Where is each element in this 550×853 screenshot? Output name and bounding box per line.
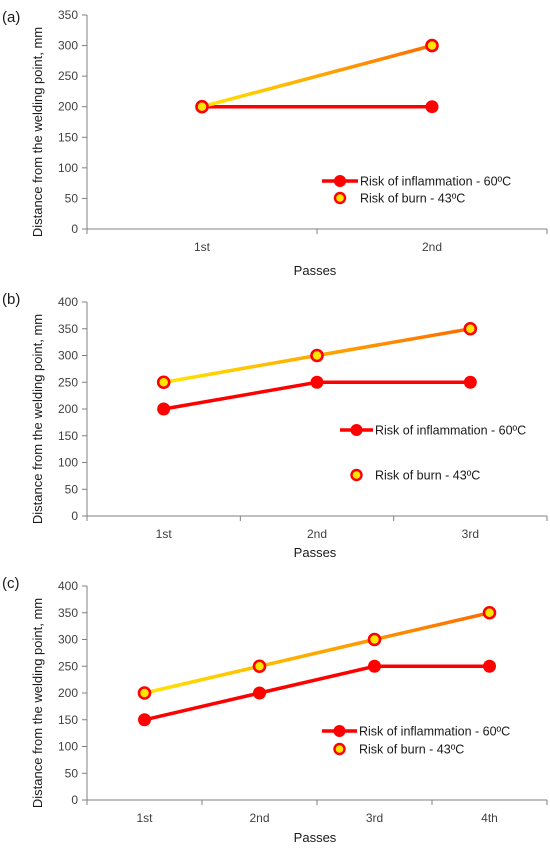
y-tick-label: 250	[58, 659, 78, 673]
y-tick-label: 200	[58, 402, 78, 416]
y-tick-label: 350	[58, 8, 78, 22]
y-tick-label: 0	[71, 509, 78, 523]
legend-burn-label: Risk of burn - 43ºC	[375, 469, 480, 483]
legend-inflammation-label: Risk of inflammation - 60ºC	[375, 424, 526, 438]
burn-data-point	[137, 686, 152, 700]
chart-panel-a: 0 50 100 150 200 250 300 350 1st 2nd Passes Distanc…	[2, 8, 548, 278]
x-tick-label: 1st	[194, 240, 211, 254]
y-tick-label: 200	[58, 686, 78, 700]
chart-panel-b: 0 50 100 150 200 250 300 350 400 1st 2nd 3rd Passes D…	[2, 291, 548, 560]
y-tick-label: 300	[58, 39, 78, 53]
y-tick-label: 250	[58, 375, 78, 389]
y-tick-label: 50	[65, 482, 79, 496]
legend-burn-marker	[350, 468, 363, 482]
y-tick-label: 50	[65, 191, 79, 205]
inflammation-series-line	[142, 664, 492, 722]
x-axis-title: Passes	[294, 830, 337, 845]
y-tick-label: 200	[58, 100, 78, 114]
burn-data-point	[367, 632, 382, 647]
panel-label: (c)	[2, 575, 20, 592]
burn-data-point	[482, 605, 497, 620]
y-tick-label: 100	[58, 161, 78, 175]
legend: Risk of inflammation - 60ºC Risk of burn …	[322, 175, 511, 206]
legend-burn-marker	[333, 191, 347, 205]
inflammation-data-point	[463, 375, 477, 389]
legend-burn-label: Risk of burn - 43ºC	[360, 192, 465, 206]
burn-series-line	[200, 43, 434, 109]
x-tick-label: 2nd	[307, 527, 327, 541]
legend-inflammation-marker	[350, 424, 363, 436]
legend-inflammation-marker	[334, 175, 346, 187]
y-tick-label: 0	[71, 222, 78, 236]
y-tick-label: 50	[65, 766, 79, 780]
y-axis-title: Distance from the welding point, mm	[30, 598, 45, 808]
burn-data-point	[310, 348, 324, 363]
x-axis-title: Passes	[294, 545, 337, 560]
y-tick-label: 150	[58, 713, 78, 727]
y-tick-label: 250	[58, 69, 78, 83]
y-axis-title: Distance from the welding point, mm	[30, 314, 45, 524]
legend-burn-label: Risk of burn - 43ºC	[359, 743, 464, 757]
inflammation-data-point	[253, 686, 266, 700]
y-tick-label: 350	[58, 322, 78, 336]
x-tick-label: 2nd	[422, 240, 442, 254]
burn-data-point	[463, 321, 478, 336]
x-tick-label: 3rd	[462, 527, 479, 541]
legend: Risk of inflammation - 60ºC Risk of burn …	[340, 424, 526, 483]
y-tick-label: 0	[71, 793, 78, 807]
y-tick-label: 400	[58, 579, 78, 593]
y-tick-label: 350	[58, 606, 78, 620]
legend-burn-marker	[333, 742, 346, 756]
x-tick-label: 1st	[136, 811, 153, 825]
inflammation-data-point	[310, 375, 324, 389]
y-tick-label: 150	[58, 429, 78, 443]
legend-inflammation-label: Risk of inflammation - 60ºC	[360, 175, 511, 189]
burn-series-line	[142, 611, 492, 695]
y-tick-label: 100	[58, 740, 78, 754]
burn-data-point	[425, 38, 439, 53]
inflammation-data-point	[157, 402, 171, 416]
panel-label: (a)	[2, 9, 20, 26]
y-tick-label: 150	[58, 130, 78, 144]
inflammation-data-point	[138, 713, 151, 727]
legend-inflammation-label: Risk of inflammation - 60ºC	[359, 725, 510, 739]
legend: Risk of inflammation - 60ºC Risk of burn …	[322, 725, 510, 757]
inflammation-data-point	[483, 659, 496, 673]
y-tick-label: 100	[58, 456, 78, 470]
legend-inflammation-marker	[333, 725, 346, 737]
burn-data-point	[195, 99, 209, 114]
burn-data-point	[156, 375, 171, 390]
y-tick-label: 400	[58, 295, 78, 309]
y-axis-title: Distance from the welding point, mm	[30, 27, 45, 237]
x-tick-label: 2nd	[249, 811, 269, 825]
x-tick-label: 4th	[481, 811, 498, 825]
burn-data-point	[252, 659, 267, 674]
inflammation-data-point	[425, 100, 439, 114]
x-tick-label: 1st	[156, 527, 173, 541]
y-tick-label: 300	[58, 633, 78, 647]
x-axis-title: Passes	[294, 263, 337, 278]
panel-label: (b)	[2, 291, 20, 308]
x-tick-label: 3rd	[366, 811, 383, 825]
inflammation-data-point	[368, 659, 381, 673]
chart-panel-c: 0 50 100 150 200 250 300 350 400 1st 2nd 3rd 4th Pass…	[2, 575, 548, 845]
y-tick-label: 300	[58, 349, 78, 363]
